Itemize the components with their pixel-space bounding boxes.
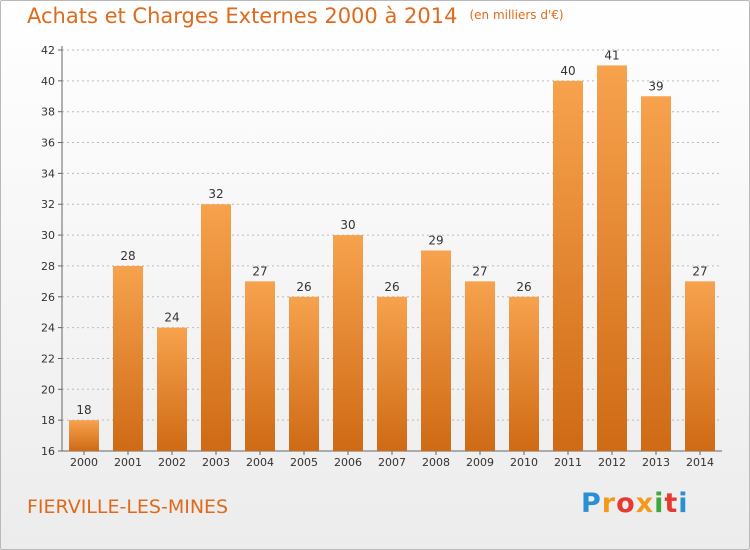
bar — [201, 204, 231, 451]
y-tick-label: 16 — [41, 445, 55, 458]
x-tick-label: 2010 — [510, 456, 538, 469]
bar-value-label: 27 — [692, 264, 707, 278]
x-tick-label: 2003 — [202, 456, 230, 469]
bar-value-label: 24 — [164, 311, 179, 325]
x-tick-label: 2005 — [290, 456, 318, 469]
bar — [641, 96, 671, 452]
proxiti-logo: Proxiti — [581, 488, 689, 519]
x-tick-label: 2008 — [422, 456, 450, 469]
y-tick-label: 20 — [41, 383, 55, 396]
bar — [421, 250, 451, 451]
x-tick-label: 2014 — [686, 456, 714, 469]
bars — [69, 65, 715, 452]
bar-value-label: 32 — [208, 187, 223, 201]
logo-letter: i — [654, 488, 665, 519]
y-tick-label: 36 — [41, 137, 55, 150]
bar-value-label: 26 — [516, 280, 531, 294]
bar-value-label: 40 — [560, 64, 575, 78]
labels: 16 18 20 22 24 26 28 30 32 34 36 38 40 42 18 2000 28 2001… — [41, 44, 714, 469]
y-tick-label: 32 — [41, 198, 55, 211]
bar-value-label: 28 — [120, 249, 135, 263]
x-tick-label: 2013 — [642, 456, 670, 469]
bar — [69, 420, 99, 451]
bar — [113, 265, 143, 451]
bar — [289, 296, 319, 451]
y-tick-label: 34 — [41, 167, 55, 180]
commune-name: FIERVILLE-LES-MINES — [27, 496, 229, 518]
logo-letter: t — [664, 488, 679, 519]
bar — [157, 327, 187, 451]
logo-letter: o — [616, 488, 636, 519]
bar — [509, 296, 539, 451]
bar — [553, 80, 583, 451]
x-tick-label: 2011 — [554, 456, 582, 469]
x-tick-label: 2001 — [114, 456, 142, 469]
bar — [597, 65, 627, 451]
y-tick-label: 24 — [41, 322, 55, 335]
logo-letter: r — [601, 488, 617, 519]
chart-unit: (en milliers d'€) — [469, 8, 564, 22]
bar — [333, 235, 363, 451]
x-tick-label: 2012 — [598, 456, 626, 469]
bar-value-label: 27 — [252, 264, 267, 278]
logo-letter: i — [678, 488, 689, 519]
chart-title-text: Achats et Charges Externes 2000 à 2014 — [27, 4, 458, 28]
y-tick-label: 42 — [41, 44, 55, 57]
x-tick-label: 2007 — [378, 456, 406, 469]
bar-value-label: 27 — [472, 264, 487, 278]
bar — [465, 281, 495, 451]
x-tick-label: 2000 — [70, 456, 98, 469]
y-tick-label: 38 — [41, 106, 55, 119]
bar — [685, 281, 715, 451]
x-tick-label: 2006 — [334, 456, 362, 469]
bar-value-label: 26 — [384, 280, 399, 294]
x-tick-label: 2004 — [246, 456, 274, 469]
bar-value-label: 18 — [76, 403, 91, 417]
bar — [377, 296, 407, 451]
logo-letter: P — [581, 488, 602, 519]
bar-value-label: 39 — [648, 79, 663, 93]
bar — [245, 281, 275, 451]
bar-value-label: 30 — [340, 218, 355, 232]
y-tick-label: 30 — [41, 229, 55, 242]
y-tick-label: 40 — [41, 75, 55, 88]
y-tick-label: 28 — [41, 260, 55, 273]
y-tick-label: 22 — [41, 352, 55, 365]
y-tick-label: 18 — [41, 414, 55, 427]
x-tick-label: 2009 — [466, 456, 494, 469]
x-tick-label: 2002 — [158, 456, 186, 469]
bar-value-label: 29 — [428, 234, 443, 248]
bar-value-label: 26 — [296, 280, 311, 294]
y-tick-label: 26 — [41, 291, 55, 304]
logo-letter: x — [635, 488, 655, 519]
chart-title: Achats et Charges Externes 2000 à 2014 (e… — [27, 4, 564, 28]
bar-value-label: 41 — [604, 48, 619, 62]
